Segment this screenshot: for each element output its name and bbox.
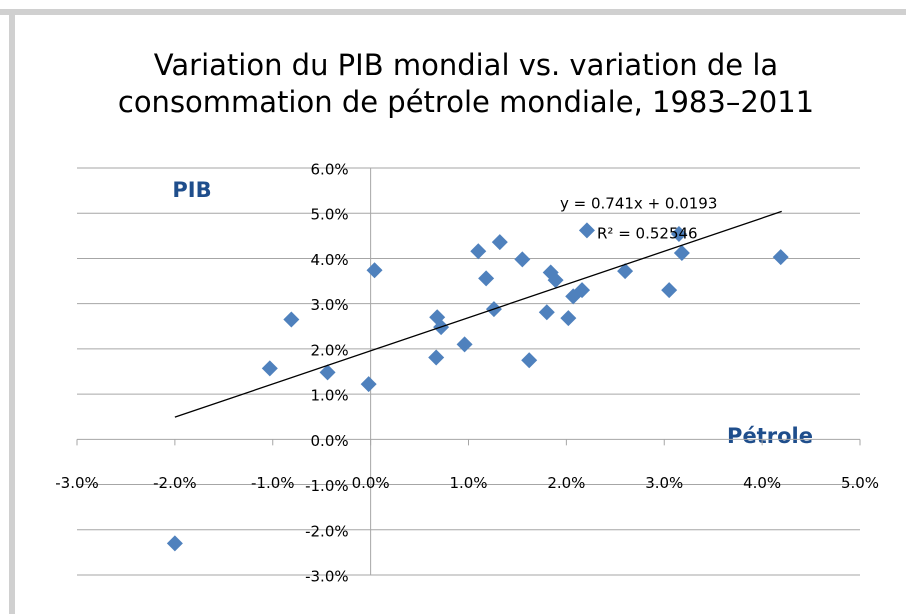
point — [547, 272, 564, 289]
point — [514, 251, 531, 268]
y-axis-label: PIB — [172, 178, 211, 202]
point — [428, 349, 445, 366]
x-tick-label: -1.0% — [251, 474, 295, 492]
y-tick-label: 6.0% — [311, 161, 349, 179]
y-tick-label: 2.0% — [311, 341, 349, 359]
point — [166, 535, 183, 552]
point — [456, 336, 473, 353]
point — [319, 364, 336, 381]
trendline-equation: y = 0.741x + 0.0193 — [560, 195, 717, 213]
point — [366, 262, 383, 279]
y-tick-label: 3.0% — [311, 296, 349, 314]
x-tick-label: 5.0% — [841, 474, 879, 492]
x-tick-label: 0.0% — [352, 474, 390, 492]
y-tick-label: -3.0% — [305, 568, 349, 586]
point — [670, 226, 687, 243]
y-tick-label: -2.0% — [305, 522, 349, 540]
point — [283, 311, 300, 328]
point — [673, 245, 690, 262]
x-tick-label: -3.0% — [55, 474, 99, 492]
x-tick-label: 4.0% — [743, 474, 781, 492]
point — [538, 304, 555, 321]
point — [360, 376, 377, 393]
chart-title: consommation de pétrole mondiale, 1983–2… — [118, 85, 814, 119]
point — [617, 263, 634, 280]
point — [772, 249, 789, 266]
y-tick-label: 0.0% — [311, 432, 349, 450]
trendline-r2: R² = 0.52546 — [597, 225, 698, 243]
point — [578, 222, 595, 239]
point — [261, 360, 278, 377]
point — [560, 310, 577, 327]
y-tick-label: 1.0% — [311, 387, 349, 405]
point — [661, 282, 678, 299]
y-tick-label: 4.0% — [311, 251, 349, 269]
trendline — [174, 210, 782, 418]
point — [478, 270, 495, 287]
x-tick-label: 1.0% — [449, 474, 487, 492]
point — [574, 282, 591, 299]
y-tick-label: 5.0% — [311, 206, 349, 224]
point — [491, 234, 508, 251]
x-tick-label: 2.0% — [547, 474, 585, 492]
x-tick-label: 3.0% — [645, 474, 683, 492]
x-axis-label: Pétrole — [727, 424, 813, 448]
y-tick-label: -1.0% — [305, 477, 349, 495]
chart-title: Variation du PIB mondial vs. variation d… — [154, 48, 778, 82]
point — [470, 243, 487, 260]
point — [521, 352, 538, 369]
x-tick-label: -2.0% — [153, 474, 197, 492]
